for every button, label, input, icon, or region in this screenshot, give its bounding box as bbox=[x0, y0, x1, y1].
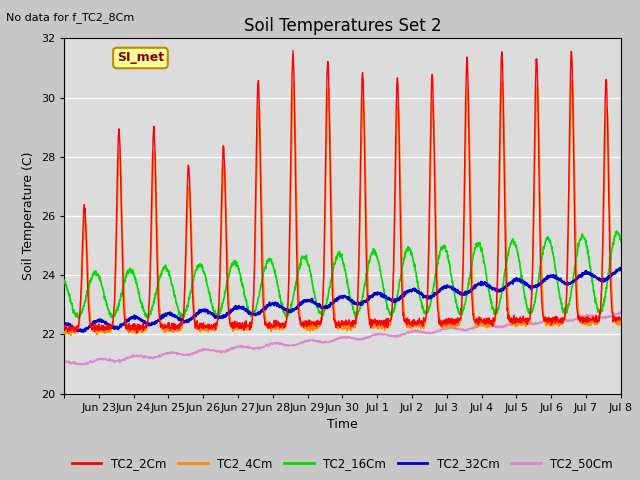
X-axis label: Time: Time bbox=[327, 418, 358, 431]
Text: No data for f_TC2_8Cm: No data for f_TC2_8Cm bbox=[6, 12, 134, 23]
Y-axis label: Soil Temperature (C): Soil Temperature (C) bbox=[22, 152, 35, 280]
Title: Soil Temperatures Set 2: Soil Temperatures Set 2 bbox=[244, 17, 441, 36]
Text: SI_met: SI_met bbox=[117, 51, 164, 64]
Legend: TC2_2Cm, TC2_4Cm, TC2_16Cm, TC2_32Cm, TC2_50Cm: TC2_2Cm, TC2_4Cm, TC2_16Cm, TC2_32Cm, TC… bbox=[67, 453, 618, 475]
